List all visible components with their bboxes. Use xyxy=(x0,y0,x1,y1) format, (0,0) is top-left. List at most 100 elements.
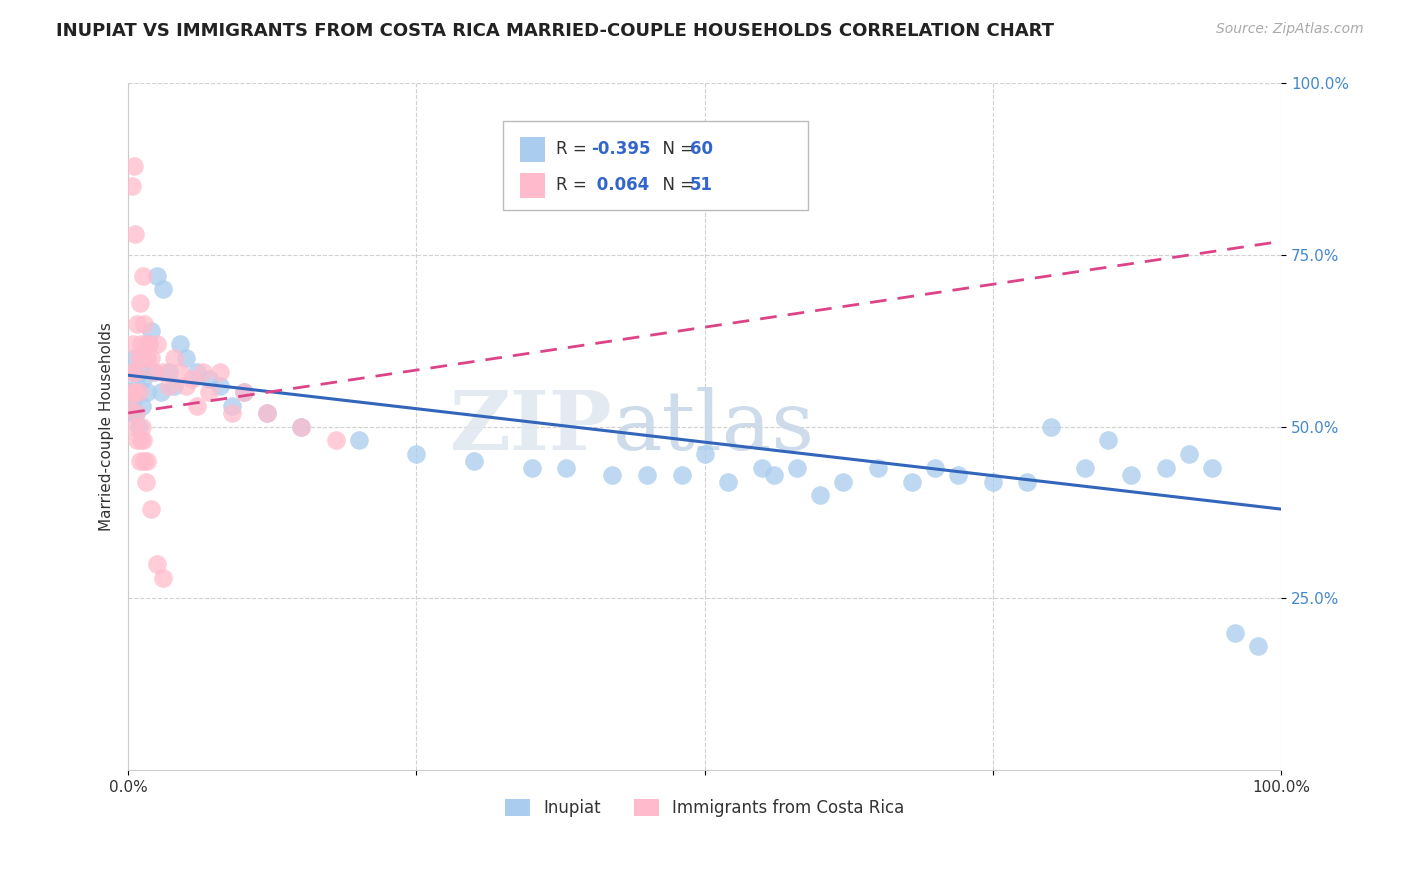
Point xyxy=(157,378,180,392)
Point xyxy=(1017,475,1039,489)
Point xyxy=(602,467,624,482)
Point xyxy=(405,447,427,461)
Text: -0.395: -0.395 xyxy=(592,140,651,159)
Point xyxy=(347,434,370,448)
Point xyxy=(127,378,149,392)
Text: atlas: atlas xyxy=(613,387,814,467)
Point xyxy=(142,365,165,379)
Point xyxy=(149,385,172,400)
Point xyxy=(520,461,543,475)
Point xyxy=(1097,434,1119,448)
Point xyxy=(128,419,150,434)
Point xyxy=(146,268,169,283)
Point xyxy=(132,372,155,386)
Point xyxy=(866,461,889,475)
Point xyxy=(129,337,152,351)
Point xyxy=(125,365,148,379)
Text: 51: 51 xyxy=(690,176,713,194)
Point xyxy=(131,399,153,413)
Point xyxy=(762,467,785,482)
Point xyxy=(121,365,143,379)
Point xyxy=(232,385,254,400)
Point xyxy=(832,475,855,489)
Point xyxy=(128,296,150,310)
Point xyxy=(128,454,150,468)
Point xyxy=(786,461,808,475)
Point xyxy=(174,351,197,365)
Point xyxy=(128,385,150,400)
Point xyxy=(198,372,221,386)
Point xyxy=(180,372,202,386)
Point xyxy=(901,475,924,489)
Point xyxy=(1121,467,1143,482)
Point xyxy=(129,434,152,448)
Point xyxy=(141,502,163,516)
Point xyxy=(127,434,149,448)
Point xyxy=(808,488,831,502)
Point xyxy=(120,385,142,400)
Point xyxy=(186,365,208,379)
Point xyxy=(121,385,143,400)
Point xyxy=(138,337,160,351)
Point xyxy=(1247,640,1270,654)
Point xyxy=(325,434,347,448)
Text: N =: N = xyxy=(652,176,699,194)
Point xyxy=(232,385,254,400)
Point xyxy=(157,365,180,379)
Point xyxy=(1201,461,1223,475)
Point xyxy=(163,378,186,392)
Point xyxy=(209,378,232,392)
Point xyxy=(186,399,208,413)
Point xyxy=(693,447,716,461)
Point xyxy=(124,385,146,400)
Point xyxy=(152,571,174,585)
Point xyxy=(131,351,153,365)
Point xyxy=(138,337,160,351)
Point xyxy=(152,365,174,379)
Point xyxy=(717,475,740,489)
Point xyxy=(135,454,157,468)
Point xyxy=(122,419,145,434)
Point xyxy=(290,419,312,434)
Point xyxy=(924,461,946,475)
Text: Source: ZipAtlas.com: Source: ZipAtlas.com xyxy=(1216,22,1364,37)
Point xyxy=(256,406,278,420)
Point xyxy=(135,385,157,400)
Point xyxy=(118,399,141,413)
Point xyxy=(135,337,157,351)
Point xyxy=(135,351,157,365)
Point xyxy=(152,282,174,296)
Point xyxy=(169,365,191,379)
Point xyxy=(1223,625,1246,640)
Point xyxy=(128,351,150,365)
Point xyxy=(132,268,155,283)
Point xyxy=(981,475,1004,489)
Text: 60: 60 xyxy=(690,140,713,159)
Text: INUPIAT VS IMMIGRANTS FROM COSTA RICA MARRIED-COUPLE HOUSEHOLDS CORRELATION CHAR: INUPIAT VS IMMIGRANTS FROM COSTA RICA MA… xyxy=(56,22,1054,40)
Point xyxy=(121,406,143,420)
Point xyxy=(193,365,215,379)
Point xyxy=(134,317,156,331)
Point xyxy=(555,461,578,475)
Point xyxy=(1178,447,1201,461)
Point xyxy=(256,406,278,420)
Y-axis label: Married-couple Households: Married-couple Households xyxy=(100,322,114,531)
Point xyxy=(948,467,970,482)
Point xyxy=(221,406,243,420)
Point xyxy=(121,179,143,194)
Point xyxy=(122,392,145,407)
Text: 0.064: 0.064 xyxy=(592,176,650,194)
Point xyxy=(135,475,157,489)
Point xyxy=(1154,461,1177,475)
Point xyxy=(146,557,169,571)
Point xyxy=(128,365,150,379)
Text: R =: R = xyxy=(557,176,592,194)
Point xyxy=(1039,419,1062,434)
Point xyxy=(636,467,658,482)
Point xyxy=(121,337,143,351)
Point xyxy=(174,378,197,392)
Point xyxy=(132,434,155,448)
Point xyxy=(1074,461,1097,475)
Point xyxy=(127,317,149,331)
Point xyxy=(134,454,156,468)
